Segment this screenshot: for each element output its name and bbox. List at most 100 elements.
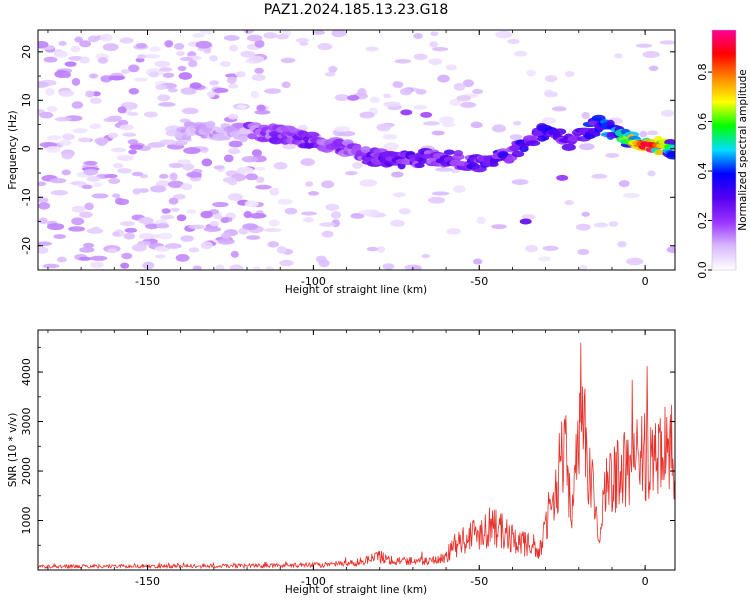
heatmap-cell [223,35,240,41]
heatmap-cell [155,84,167,91]
heatmap-cell [192,265,202,270]
heatmap-cell [235,71,246,78]
heatmap-cell [593,222,609,228]
heatmap-cell [221,231,232,240]
heatmap-cell [128,64,140,73]
colorbar-gradient [712,30,736,270]
heatmap-cell [110,147,127,153]
snr-xtick-label: -150 [135,575,160,588]
heatmap-cell [317,43,333,51]
heatmap-cell [61,169,71,176]
heatmap-cell [243,211,252,219]
heatmap-cell [622,192,640,199]
heatmap-cell [263,228,282,233]
heatmap-cell [431,191,450,196]
colorbar-label: Normalized spectral amplitude [737,69,749,230]
heatmap-cell [268,219,280,227]
heatmap-cell [62,71,72,79]
heatmap-cell [172,140,188,146]
heatmap-cell [519,218,532,225]
heatmap-cell [38,40,49,49]
heatmap-cell [199,30,215,35]
heatmap-cell [127,112,139,117]
heatmap-cell [635,43,653,48]
heatmap-cell [453,82,466,91]
heatmap-cell [321,180,335,189]
heatmap-cell [413,53,428,61]
heatmap-cell [91,193,109,199]
heatmap-cell [626,257,644,266]
spectrogram-xtick-label: -100 [301,275,326,288]
heatmap-cell [284,207,298,215]
heatmap-cell [176,51,185,57]
heatmap-cell [305,181,314,187]
heatmap-cell [176,214,187,222]
heatmap-cell [203,226,222,232]
heatmap-cell [79,56,90,64]
heatmap-cell [331,30,347,38]
heatmap-cell [154,60,171,68]
heatmap-cell [564,71,575,78]
heatmap-cell [215,264,225,270]
heatmap-cell [159,173,169,179]
heatmap-cell [300,158,315,166]
heatmap-cell [383,93,392,99]
heatmap-cell [209,80,219,86]
heatmap-cell [255,184,272,190]
heatmap-cell [256,104,266,112]
snr-ytick-label: 3000 [20,408,33,436]
heatmap-cell [133,77,148,82]
colorbar-frame [711,29,737,271]
heatmap-cell [168,180,184,189]
heatmap-cell [382,263,395,270]
spectrogram-xlabel: Height of straight line (km) [285,284,427,296]
snr-ytick-label: 2000 [20,457,33,485]
heatmap-cell [246,34,263,42]
snr-frame [37,329,676,571]
heatmap-cell [222,176,237,183]
heatmap-cell [382,134,398,140]
heatmap-cell [161,214,175,220]
heatmap-cell [240,50,256,58]
heatmap-cell [227,193,243,201]
heatmap-cell [526,69,536,77]
heatmap-cell [182,163,195,171]
heatmap-cell [183,121,196,128]
heatmap-cell [392,192,406,198]
heatmap-cell [157,94,171,102]
heatmap-cell [277,198,293,205]
snr-xtick-label: 0 [642,575,649,588]
heatmap-cell [328,66,338,72]
heatmap-cell [365,46,379,52]
heatmap-cell [108,177,121,185]
heatmap-cell [119,124,134,131]
colorbar-tick-label: 0.6 [696,113,709,130]
heatmap-cell [112,193,121,198]
heatmap-cell [58,41,67,46]
heatmap-cell [647,170,656,177]
snr-series-line [38,342,675,570]
heatmap-cell [159,139,177,145]
heatmap-cell [321,230,334,238]
heatmap-cell [46,135,62,141]
heatmap-cell [131,171,144,177]
heatmap-cell [556,174,569,181]
heatmap-cell [188,224,205,230]
heatmap-cell [415,88,427,95]
heatmap-cell [89,123,102,129]
heatmap-cell [255,176,265,184]
heatmap-cell [249,212,267,219]
heatmap-cell [157,232,173,240]
heatmap-cell [642,51,660,59]
heatmap-cell [413,32,423,39]
heatmap-cell [56,256,67,263]
heatmap-cell [511,150,525,158]
heatmap-cell [542,245,559,251]
heatmap-cell [282,143,297,150]
heatmap-cell [117,168,132,174]
heatmap-cell [435,167,454,172]
heatmap-cell [45,87,55,96]
heatmap-cell [647,130,659,136]
snr-ticks: -150 -100 -50 0 1000 2000 3000 4000 [20,330,675,588]
heatmap-cell [120,69,130,74]
